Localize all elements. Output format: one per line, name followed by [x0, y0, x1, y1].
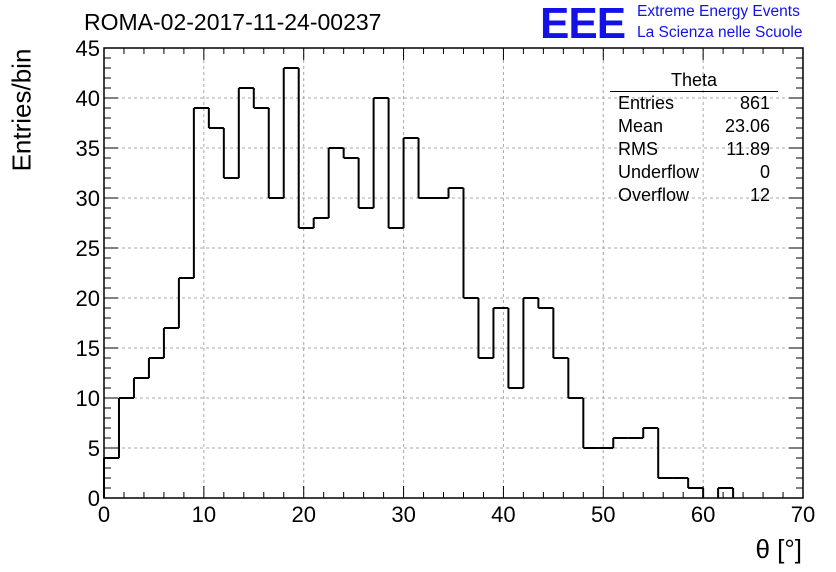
axis-ticks: [103, 47, 804, 499]
x-tick-label: 60: [691, 502, 715, 527]
histogram-bin: [567, 358, 584, 399]
histogram-bin: [387, 98, 404, 229]
y-tick-label: 10: [76, 386, 100, 411]
stats-value: 11.89: [726, 139, 770, 159]
stats-row: Overflow 12: [610, 184, 778, 207]
y-tick-label: 30: [76, 186, 100, 211]
stats-label: Mean: [618, 116, 664, 136]
histogram-bin: [477, 298, 494, 359]
histogram-bin: [342, 148, 359, 159]
stats-label: Overflow: [618, 185, 690, 205]
histogram-bin: [552, 308, 569, 359]
histogram-bin: [612, 437, 629, 448]
histogram-bin: [507, 308, 524, 389]
histogram-bin: [537, 298, 554, 309]
histogram-bin: [282, 67, 299, 198]
stats-box: Theta Entries 861 Mean 23.06 RMS 11.89 Unde…: [610, 70, 778, 207]
histogram-bin: [522, 297, 539, 388]
y-tick-label: 15: [76, 336, 100, 361]
histogram-bin: [252, 88, 269, 109]
histogram-bin: [462, 188, 479, 299]
histogram-bin: [717, 487, 734, 498]
histogram-bin: [492, 307, 509, 358]
histogram-bin: [132, 377, 149, 398]
x-tick-label: 10: [192, 502, 216, 527]
histogram-bin: [147, 357, 164, 378]
plot-frame: [103, 47, 804, 499]
histogram-bin: [327, 147, 344, 218]
logo-line-1: Extreme Energy Events: [637, 3, 800, 20]
x-tick-label: 70: [791, 502, 815, 527]
stats-value: 23.06: [724, 116, 770, 136]
histogram-bin: [117, 397, 134, 458]
y-tick-label: 45: [76, 36, 100, 61]
x-tick-label: 30: [391, 502, 415, 527]
stats-row: Mean 23.06: [610, 115, 778, 138]
stats-row: RMS 11.89: [610, 138, 778, 161]
histogram-bin: [447, 187, 464, 198]
stats-value: 861: [739, 93, 770, 113]
x-tick-label: 0: [98, 502, 110, 527]
stats-label: Entries: [618, 93, 675, 113]
histogram-bin: [207, 108, 224, 129]
histogram-bin: [267, 108, 284, 199]
y-tick-label: 20: [76, 286, 100, 311]
histogram-bin: [297, 68, 314, 229]
histogram-bin: [372, 97, 389, 208]
stats-row: Entries 861: [610, 92, 778, 115]
histogram-bin: [162, 327, 179, 358]
histogram-bin: [402, 137, 419, 228]
histogram-bin: [657, 428, 674, 479]
y-tick-label: 5: [88, 436, 100, 461]
plot-title: ROMA-02-2017-11-24-00237: [84, 9, 382, 35]
histogram-bin: [177, 277, 194, 328]
grid-lines: [104, 48, 803, 498]
histogram-bins: [103, 67, 735, 498]
histogram-bin: [582, 398, 599, 449]
eee-logo: EEE: [540, 0, 626, 48]
logo-line-2: La Scienza nelle Scuole: [637, 24, 803, 41]
histogram-bin: [642, 427, 659, 438]
stats-row: Underflow 0: [610, 161, 778, 184]
y-axis-label: Entries/bin: [6, 48, 37, 172]
histogram-bin: [417, 138, 434, 199]
y-tick-label: 35: [76, 136, 100, 161]
histogram-bin: [237, 87, 254, 178]
y-tick-label: 25: [76, 236, 100, 261]
histogram-bin: [312, 217, 329, 228]
x-axis-label: θ [°]: [755, 534, 802, 564]
tick-labels: 0 10 20 30 40 50 60 70 0 5 10 15 20 25 30 35 40 45: [76, 36, 816, 527]
histogram-bin: [687, 478, 704, 489]
y-tick-label: 0: [88, 486, 100, 511]
x-tick-label: 50: [591, 502, 615, 527]
stats-label: RMS: [618, 139, 658, 159]
stats-label: Underflow: [618, 162, 700, 182]
histogram-bin: [192, 107, 209, 278]
x-tick-label: 20: [291, 502, 315, 527]
histogram-bin: [222, 128, 239, 179]
x-tick-label: 40: [491, 502, 515, 527]
stats-value: 12: [749, 185, 770, 205]
stats-title: Theta: [610, 70, 778, 92]
stats-value: 0: [759, 162, 770, 182]
y-tick-label: 40: [76, 86, 100, 111]
histogram-bin: [357, 158, 374, 209]
